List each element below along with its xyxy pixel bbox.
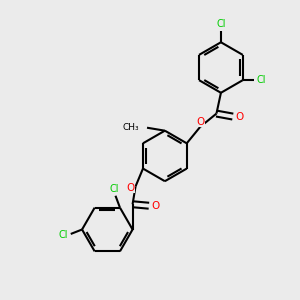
- Text: Cl: Cl: [59, 230, 68, 241]
- Text: O: O: [126, 183, 134, 193]
- Text: CH₃: CH₃: [123, 123, 140, 132]
- Text: O: O: [151, 201, 160, 211]
- Text: O: O: [196, 117, 204, 127]
- Text: O: O: [235, 112, 244, 122]
- Text: Cl: Cl: [109, 184, 119, 194]
- Text: Cl: Cl: [216, 19, 226, 29]
- Text: Cl: Cl: [256, 75, 266, 85]
